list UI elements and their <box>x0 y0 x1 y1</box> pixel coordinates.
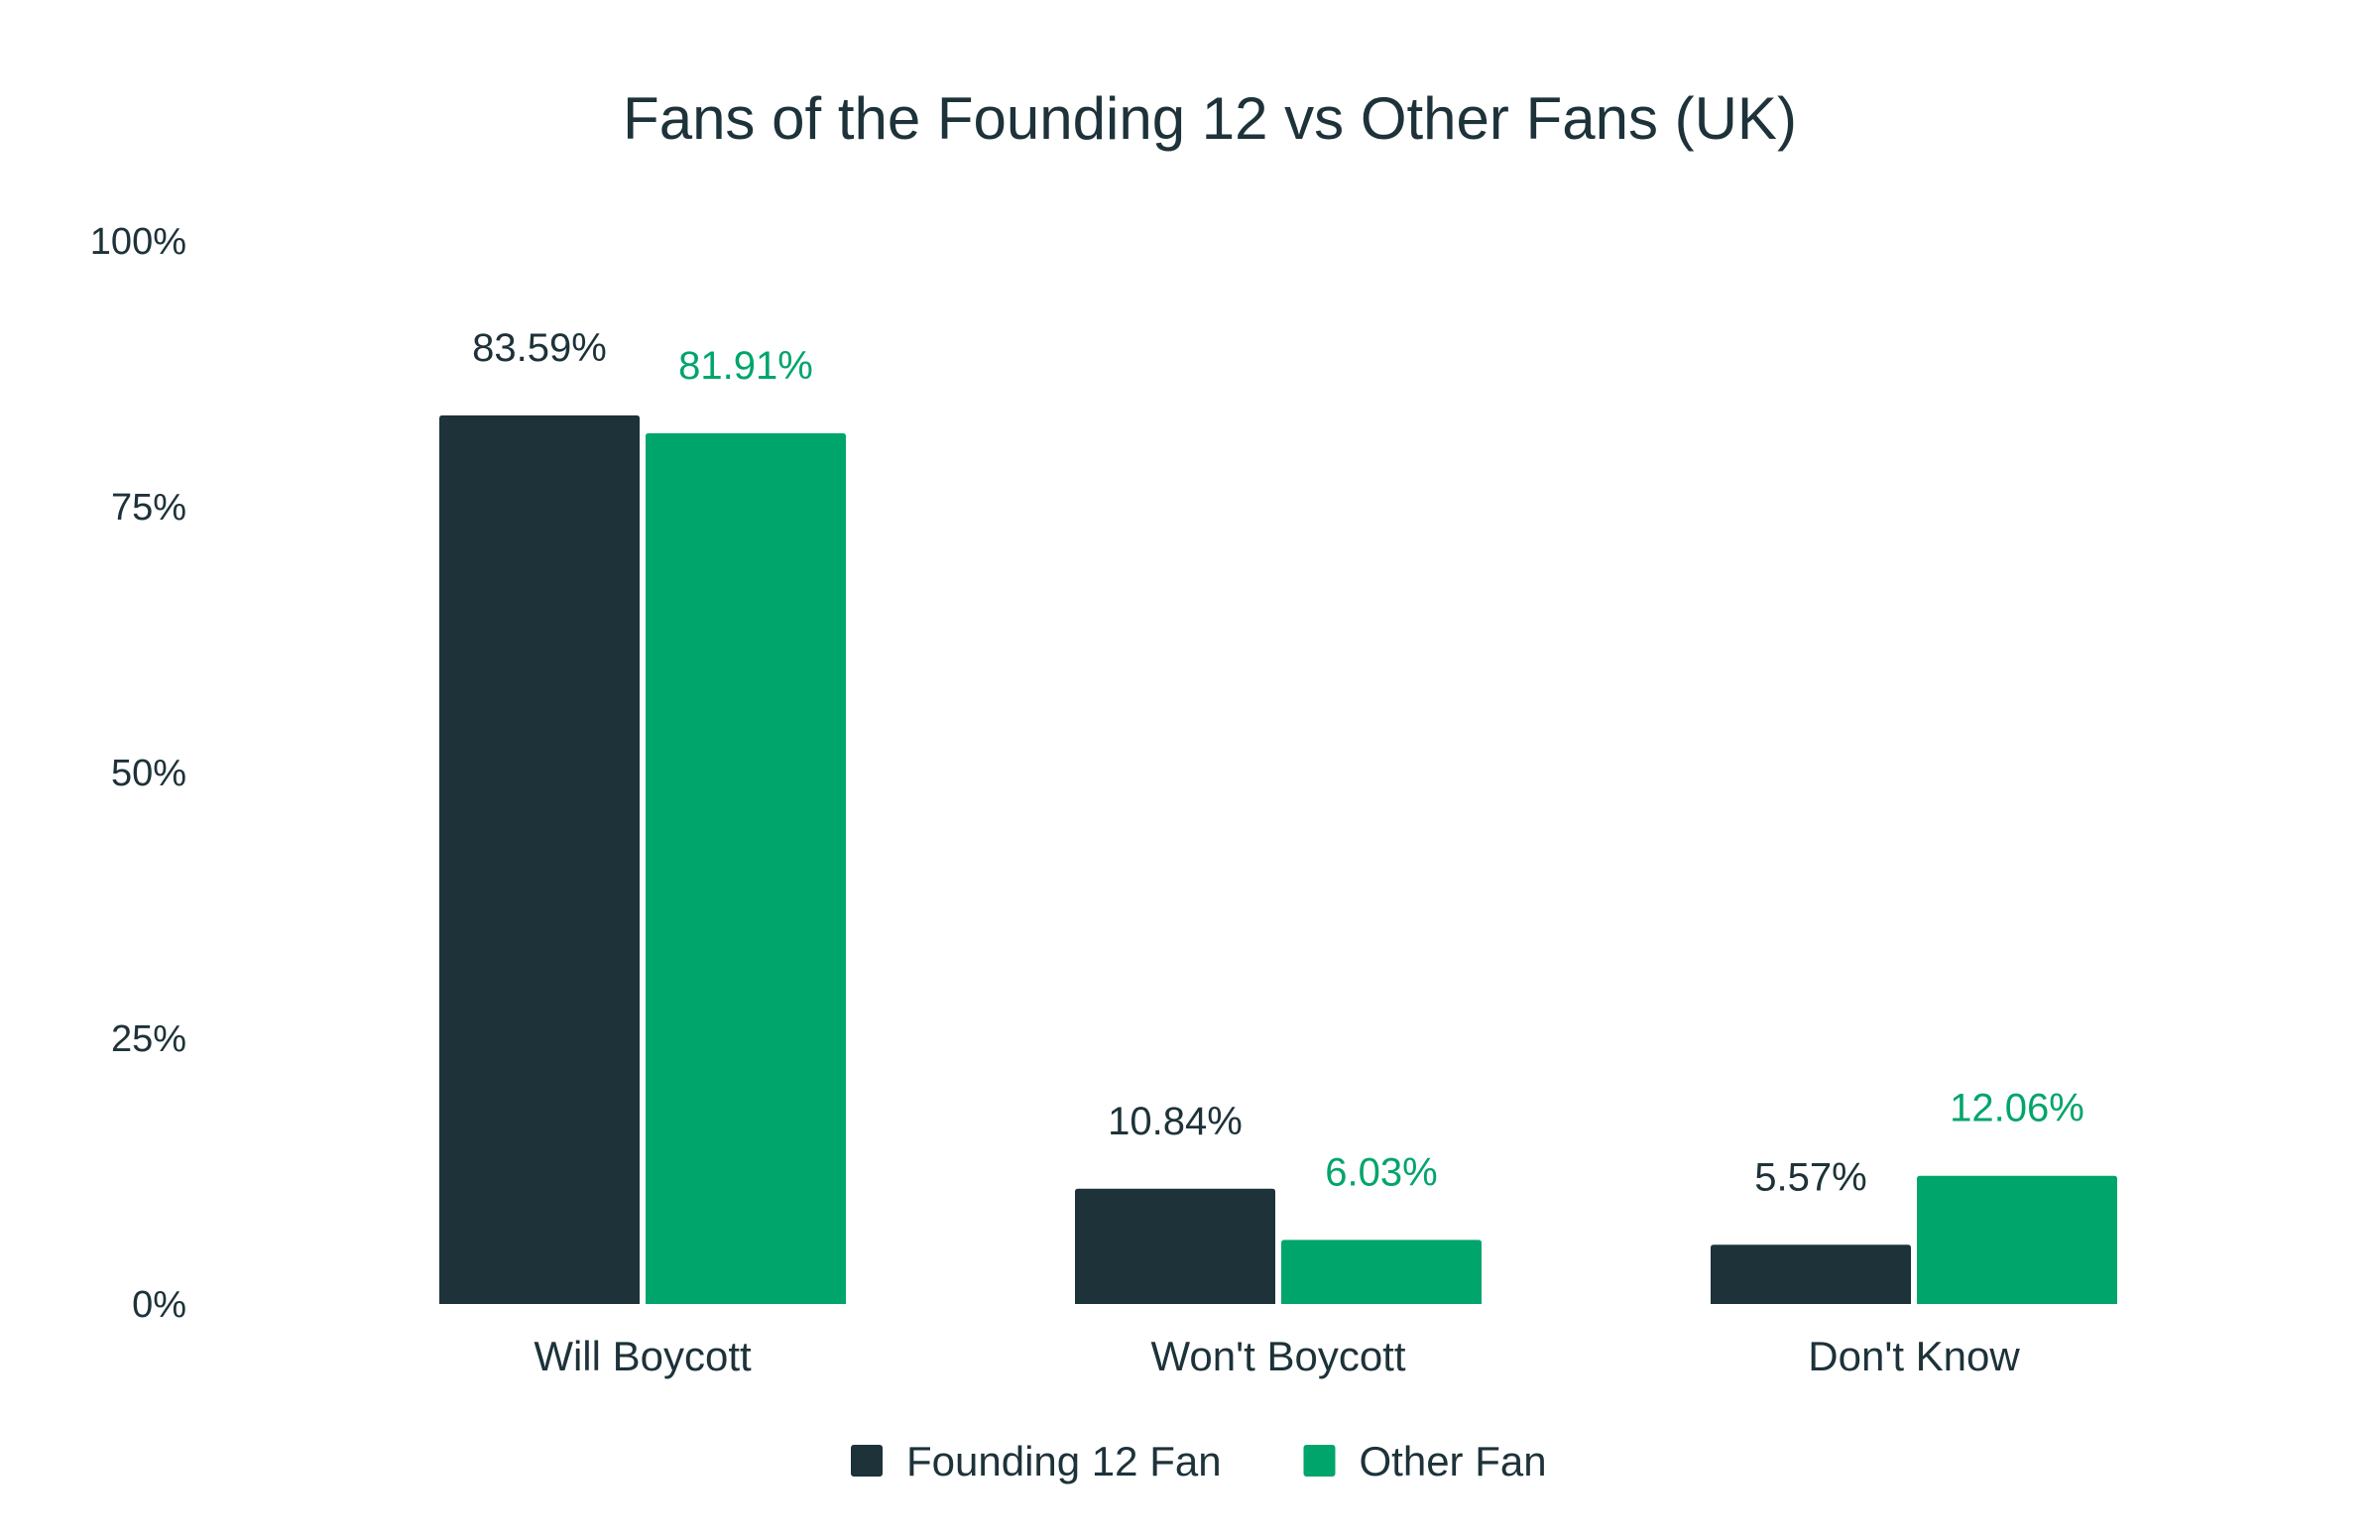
data-label: 10.84% <box>1108 1100 1243 1143</box>
y-tick-label: 25% <box>111 1018 186 1060</box>
legend-swatch-founding-12-fan <box>851 1445 883 1477</box>
data-label: 6.03% <box>1325 1150 1437 1194</box>
bar-founding-12-fan-don-t-know <box>1711 1244 1911 1304</box>
x-category-label: Don't Know <box>1808 1333 2020 1379</box>
y-tick-label: 75% <box>111 487 186 529</box>
bar-founding-12-fan-will-boycott <box>439 415 640 1305</box>
x-category-label: Will Boycott <box>534 1333 752 1379</box>
bar-founding-12-fan-won-t-boycott <box>1075 1188 1275 1304</box>
legend-swatch-other-fan <box>1303 1445 1336 1477</box>
data-label: 83.59% <box>472 326 607 370</box>
bar-other-fan-won-t-boycott <box>1281 1240 1482 1304</box>
chart-title: Fans of the Founding 12 vs Other Fans (U… <box>623 85 1797 152</box>
y-tick-label: 100% <box>90 221 186 263</box>
y-tick-label: 0% <box>132 1284 186 1326</box>
legend: Founding 12 Fan Other Fan <box>851 1438 1547 1484</box>
data-label: 12.06% <box>1950 1087 2084 1130</box>
bars <box>439 415 2117 1305</box>
x-axis: Will Boycott Won't Boycott Don't Know <box>534 1333 2020 1379</box>
bar-other-fan-will-boycott <box>646 432 846 1304</box>
value-labels: 83.59% 81.91% 10.84% 6.03% 5.57% 12.06% <box>472 326 2084 1199</box>
x-category-label: Won't Boycott <box>1150 1333 1405 1379</box>
legend-label: Founding 12 Fan <box>906 1438 1222 1484</box>
data-label: 81.91% <box>678 344 813 388</box>
y-axis: 0% 25% 50% 75% 100% <box>90 221 186 1326</box>
y-tick-label: 50% <box>111 753 186 794</box>
data-label: 5.57% <box>1754 1155 1866 1199</box>
legend-label: Other Fan <box>1360 1438 1547 1484</box>
bar-other-fan-don-t-know <box>1917 1175 2117 1304</box>
